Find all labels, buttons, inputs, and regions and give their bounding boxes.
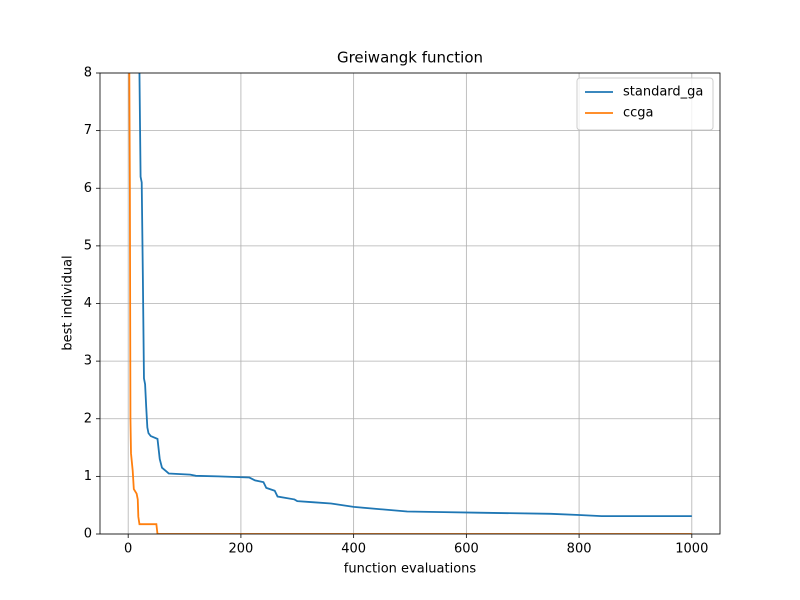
legend-box bbox=[576, 77, 714, 131]
y-tick-label: 0 bbox=[84, 527, 92, 542]
y-tick-label: 7 bbox=[84, 123, 92, 138]
y-tick-label: 8 bbox=[84, 66, 92, 81]
chart-title: Greiwangk function bbox=[337, 49, 483, 67]
legend-label: ccga bbox=[623, 106, 654, 121]
y-tick-label: 1 bbox=[84, 469, 92, 484]
x-tick-label: 200 bbox=[228, 542, 253, 557]
x-tick-label: 400 bbox=[341, 542, 366, 557]
y-tick-label: 3 bbox=[84, 354, 92, 369]
y-tick-label: 5 bbox=[84, 238, 92, 253]
y-axis-label: best individual bbox=[61, 255, 76, 350]
legend-label: standard_ga bbox=[623, 85, 703, 100]
plot-area bbox=[128, 73, 692, 534]
y-tick-label: 2 bbox=[84, 411, 92, 426]
x-tick-label: 0 bbox=[124, 542, 132, 557]
x-tick-label: 1000 bbox=[675, 542, 708, 557]
x-tick-label: 800 bbox=[567, 542, 592, 557]
x-tick-label: 600 bbox=[454, 542, 479, 557]
series-line bbox=[138, 73, 692, 518]
series-line bbox=[128, 73, 692, 534]
plot-frame bbox=[99, 72, 721, 535]
x-axis-label: function evaluations bbox=[344, 562, 477, 577]
y-tick-label: 4 bbox=[84, 296, 92, 311]
y-tick-label: 6 bbox=[84, 181, 92, 196]
